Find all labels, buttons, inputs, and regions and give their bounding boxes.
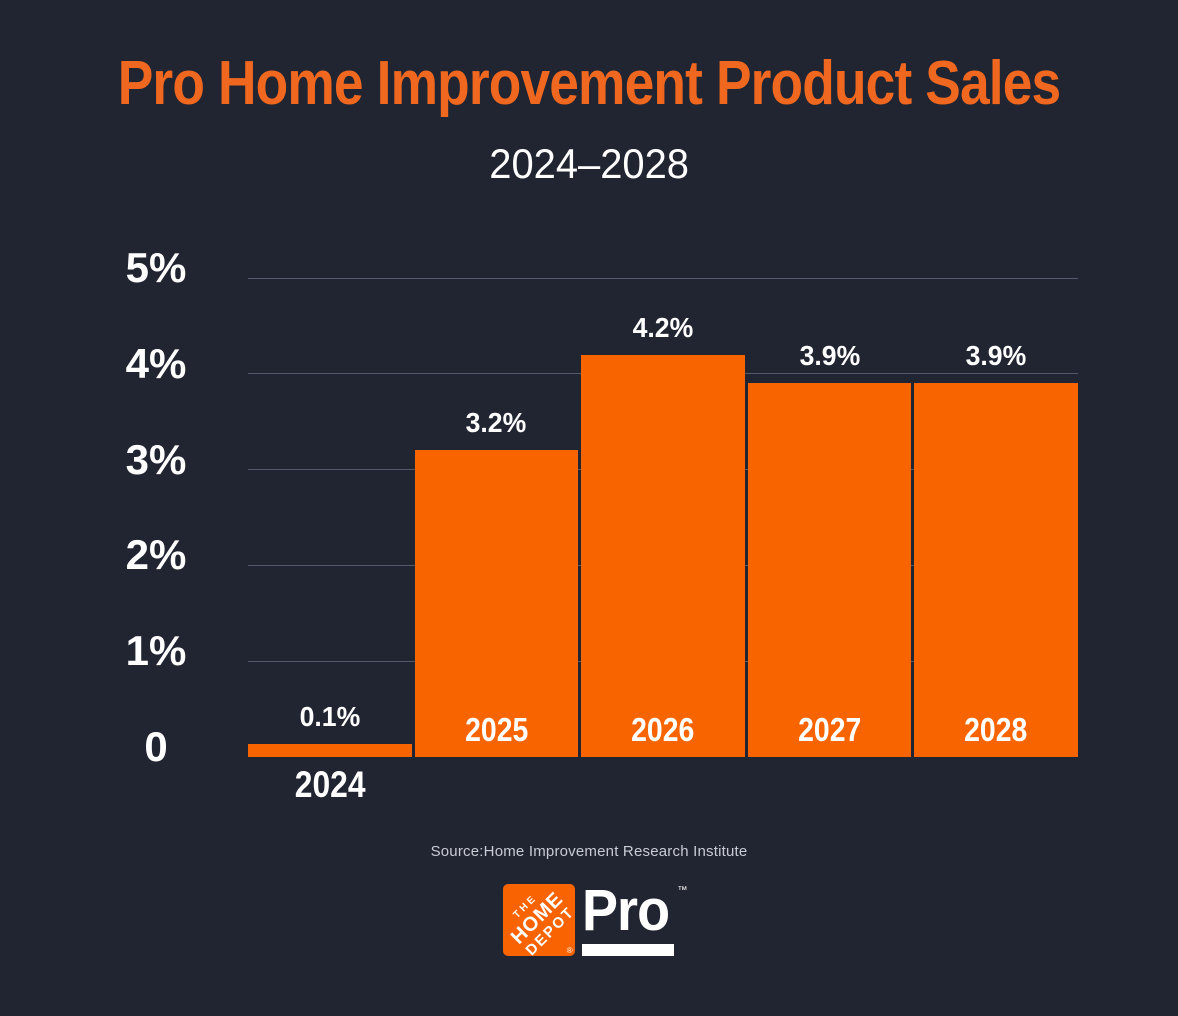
y-tick-label: 3% <box>125 435 187 483</box>
y-tick-label: 1% <box>125 627 187 675</box>
y-tick-label: 4% <box>125 339 187 387</box>
bar-value-label-2024: 0.1% <box>299 701 361 732</box>
bar-value-label-2027: 3.9% <box>799 340 860 372</box>
bar-2027 <box>747 383 912 757</box>
bar-slot-2026: 4.2% 2026 <box>581 278 745 757</box>
bar-slot-2027: 3.9% 2027 <box>747 278 912 757</box>
plot-area: 0.1% 2024 3.2% 2025 4.2% 2026 3.9% 2027 3.9% 2028 <box>248 277 1078 803</box>
bar-year-label-2026: 2026 <box>631 711 695 748</box>
bar-slot-2024: 0.1% 2024 <box>248 278 412 803</box>
y-tick-label: 0 <box>144 723 168 770</box>
bar-series: 0.1% 2024 3.2% 2025 4.2% 2026 3.9% 2027 3.9% 2028 <box>248 278 1078 803</box>
trademark-mark: ™ <box>677 885 688 896</box>
bar-slot-2028: 3.9% 2028 <box>914 278 1078 757</box>
bar-value-label-2026: 4.2% <box>632 311 694 343</box>
page-title: Pro Home Improvement Product Sales <box>0 52 1178 116</box>
y-axis: 5% 4% 3% 2% 1% 0 <box>96 247 216 768</box>
bar-year-label-2028: 2028 <box>964 711 1028 748</box>
bar-slot-2025: 3.2% 2025 <box>414 278 579 757</box>
pro-wordmark: Pro ™ <box>581 878 688 956</box>
bar-value-label-2025: 3.2% <box>466 407 527 439</box>
bar-year-label-2025: 2025 <box>464 711 528 748</box>
source-note: Source:Home Improvement Research Institu… <box>430 843 748 860</box>
bar-year-label-2024: 2024 <box>294 764 366 805</box>
pro-wordmark-row: Pro ™ <box>581 878 688 943</box>
chart-subtitle: 2024–2028 <box>0 142 1178 186</box>
home-depot-pro-logo: THE HOME DEPOT ® Pro ™ <box>0 878 1178 956</box>
bar-value-label-2028: 3.9% <box>965 340 1027 372</box>
bar-2028 <box>914 383 1078 757</box>
bar-year-label-2027: 2027 <box>797 711 862 748</box>
gridline-5% <box>248 277 1078 279</box>
y-tick-label: 2% <box>125 531 187 579</box>
registered-mark: ® <box>566 946 573 955</box>
home-depot-logo-square: THE HOME DEPOT ® <box>502 884 575 956</box>
y-tick-label: 5% <box>125 244 187 291</box>
home-depot-logo-text: THE HOME DEPOT <box>503 884 574 956</box>
bar-2026 <box>581 354 745 757</box>
page-title-text: Pro Home Improvement Product Sales <box>117 49 1061 118</box>
chart-subtitle-text: 2024–2028 <box>489 140 689 187</box>
bar-2024 <box>248 744 412 757</box>
pro-label: Pro <box>581 878 670 943</box>
bar-2025 <box>414 450 579 757</box>
pro-underline-bar <box>581 944 674 956</box>
